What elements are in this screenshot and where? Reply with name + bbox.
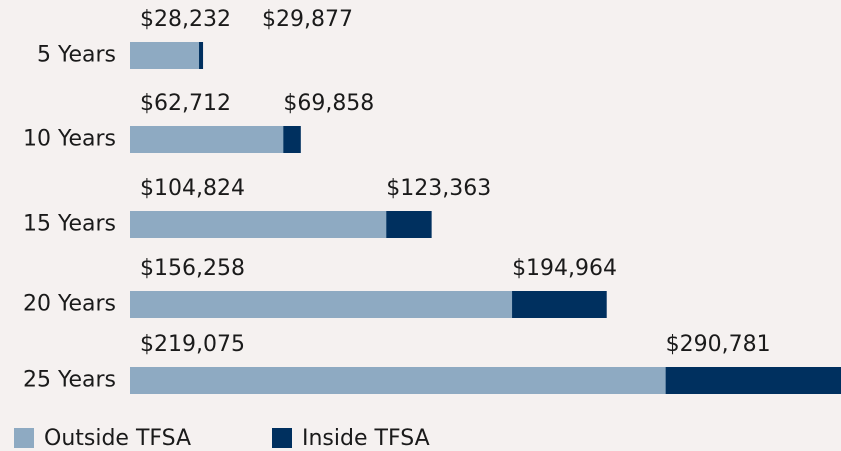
category-label: 10 Years <box>23 127 116 152</box>
category-label: 5 Years <box>37 43 116 68</box>
value-label: $219,075 <box>140 332 245 357</box>
value-label: $62,712 <box>140 91 231 116</box>
bar <box>130 367 666 394</box>
bar <box>130 42 200 69</box>
category-label: 20 Years <box>23 292 116 317</box>
value-label: $290,781 <box>666 332 771 357</box>
category-label: 25 Years <box>23 368 116 393</box>
value-label: $28,232 <box>140 7 231 32</box>
legend-swatch <box>272 428 292 448</box>
bar <box>130 291 513 318</box>
value-label: $156,258 <box>140 256 245 281</box>
value-label: $29,877 <box>262 7 353 32</box>
legend-swatch <box>14 428 34 448</box>
bar <box>130 126 284 153</box>
legend-label: Inside TFSA <box>302 426 430 451</box>
value-label: $123,363 <box>386 176 491 201</box>
value-label: $104,824 <box>140 176 245 201</box>
bar <box>130 211 387 238</box>
legend-label: Outside TFSA <box>44 426 191 451</box>
value-label: $69,858 <box>283 91 374 116</box>
category-label: 15 Years <box>23 212 116 237</box>
value-label: $194,964 <box>512 256 617 281</box>
